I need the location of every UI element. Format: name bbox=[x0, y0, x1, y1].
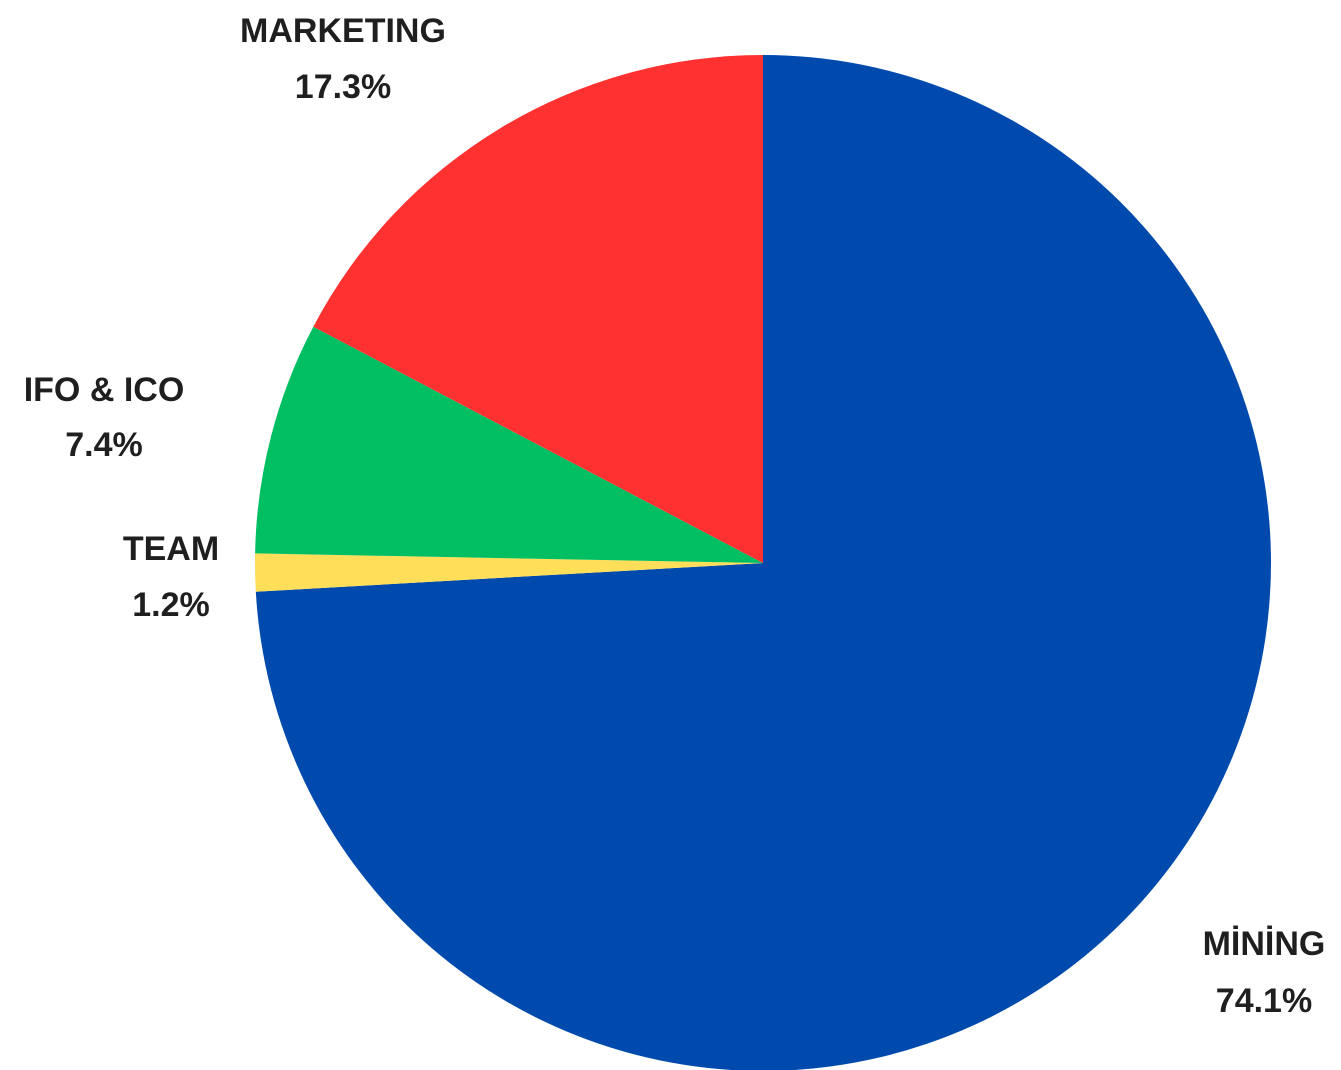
pie-slice-marketing bbox=[313, 55, 763, 563]
slice-label-ifo-ico-value: 7.4% bbox=[65, 426, 143, 464]
pie-slice-ifo-ico bbox=[255, 326, 763, 563]
slice-label-team-name: TEAM bbox=[123, 530, 219, 568]
slice-label-mining-value: 74.1% bbox=[1216, 982, 1312, 1020]
slice-label-mining: MİNİNG 74.1% bbox=[1203, 925, 1326, 1020]
slice-label-mining-name: MİNİNG bbox=[1203, 925, 1326, 963]
pie-slice-mi-ni-ng bbox=[255, 55, 1271, 1070]
slice-label-marketing-value: 17.3% bbox=[295, 68, 391, 106]
slice-label-ifo-ico: IFO & ICO 7.4% bbox=[24, 371, 185, 464]
slice-label-ifo-ico-name: IFO & ICO bbox=[24, 371, 185, 409]
slice-label-team: TEAM 1.2% bbox=[123, 530, 219, 624]
pie-slices bbox=[254, 55, 1271, 1070]
pie-slice-team bbox=[254, 553, 763, 592]
slice-label-marketing: MARKETING 17.3% bbox=[240, 12, 446, 106]
slice-label-marketing-name: MARKETING bbox=[240, 12, 446, 50]
slice-label-team-value: 1.2% bbox=[132, 586, 210, 624]
